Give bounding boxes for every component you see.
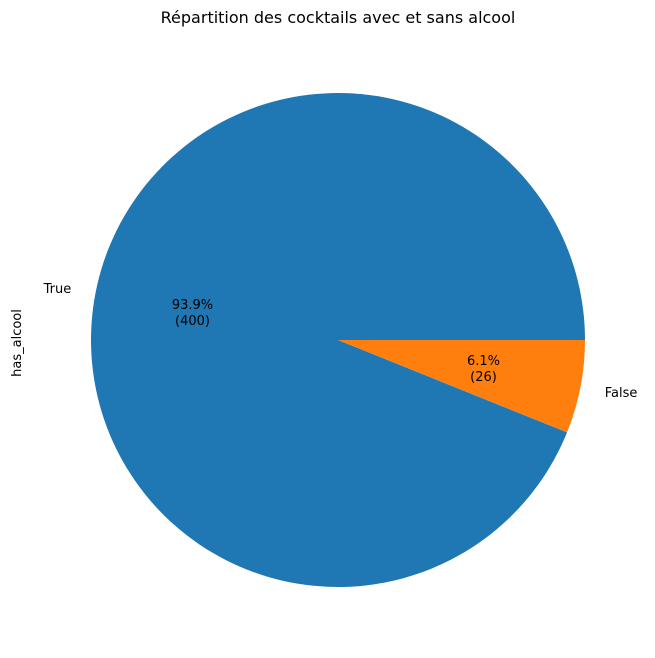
percent-label-true: 93.9% [172,298,213,313]
chart-title: Répartition des cocktails avec et sans a… [161,8,516,27]
pie-slices [91,93,586,587]
pie-slice-true [91,93,586,587]
pie-labels: True 93.9%(400) False 6.1%(26) [43,282,638,401]
slice-label-true: True [43,282,72,297]
percent-label-false: 6.1% [467,354,500,369]
count-label-true: (400) [175,314,210,329]
count-label-false: (26) [470,370,497,385]
y-axis-label: has_alcool [10,309,25,377]
pie-slice-false [338,340,585,433]
slice-label-false: False [605,386,638,401]
